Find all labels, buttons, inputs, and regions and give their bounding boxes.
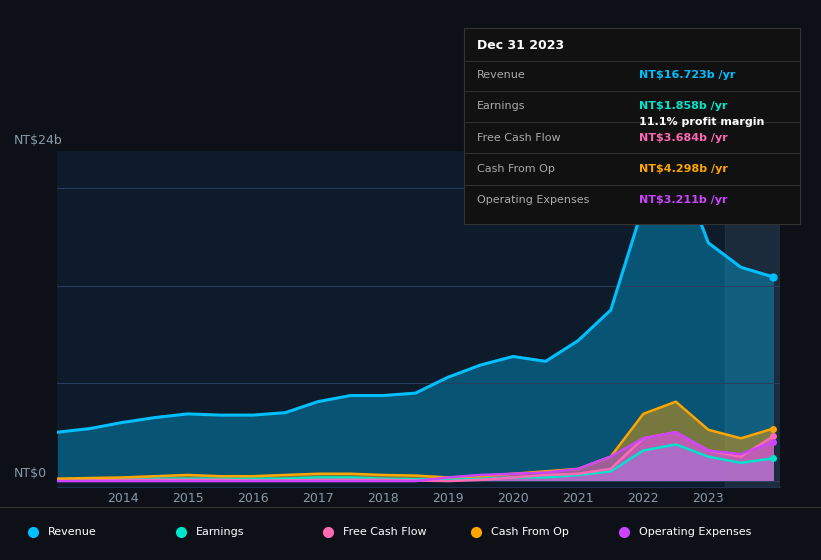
- Text: Revenue: Revenue: [48, 527, 96, 537]
- Text: Free Cash Flow: Free Cash Flow: [477, 133, 561, 143]
- Text: Cash From Op: Cash From Op: [491, 527, 569, 537]
- Text: Revenue: Revenue: [477, 70, 526, 80]
- Text: NT$1.858b /yr: NT$1.858b /yr: [639, 101, 727, 111]
- Text: Earnings: Earnings: [477, 101, 525, 111]
- Text: NT$4.298b /yr: NT$4.298b /yr: [639, 164, 727, 174]
- Text: 11.1% profit margin: 11.1% profit margin: [639, 117, 764, 127]
- Text: NT$0: NT$0: [14, 468, 48, 480]
- Text: Operating Expenses: Operating Expenses: [639, 527, 751, 537]
- Text: NT$3.211b /yr: NT$3.211b /yr: [639, 195, 727, 206]
- Bar: [725, 151, 780, 487]
- Text: Free Cash Flow: Free Cash Flow: [343, 527, 427, 537]
- Text: NT$16.723b /yr: NT$16.723b /yr: [639, 70, 736, 80]
- Text: Dec 31 2023: Dec 31 2023: [477, 39, 565, 52]
- Text: NT$24b: NT$24b: [14, 134, 63, 147]
- Text: Operating Expenses: Operating Expenses: [477, 195, 589, 206]
- Text: Cash From Op: Cash From Op: [477, 164, 555, 174]
- Text: Earnings: Earnings: [195, 527, 244, 537]
- Text: NT$3.684b /yr: NT$3.684b /yr: [639, 133, 727, 143]
